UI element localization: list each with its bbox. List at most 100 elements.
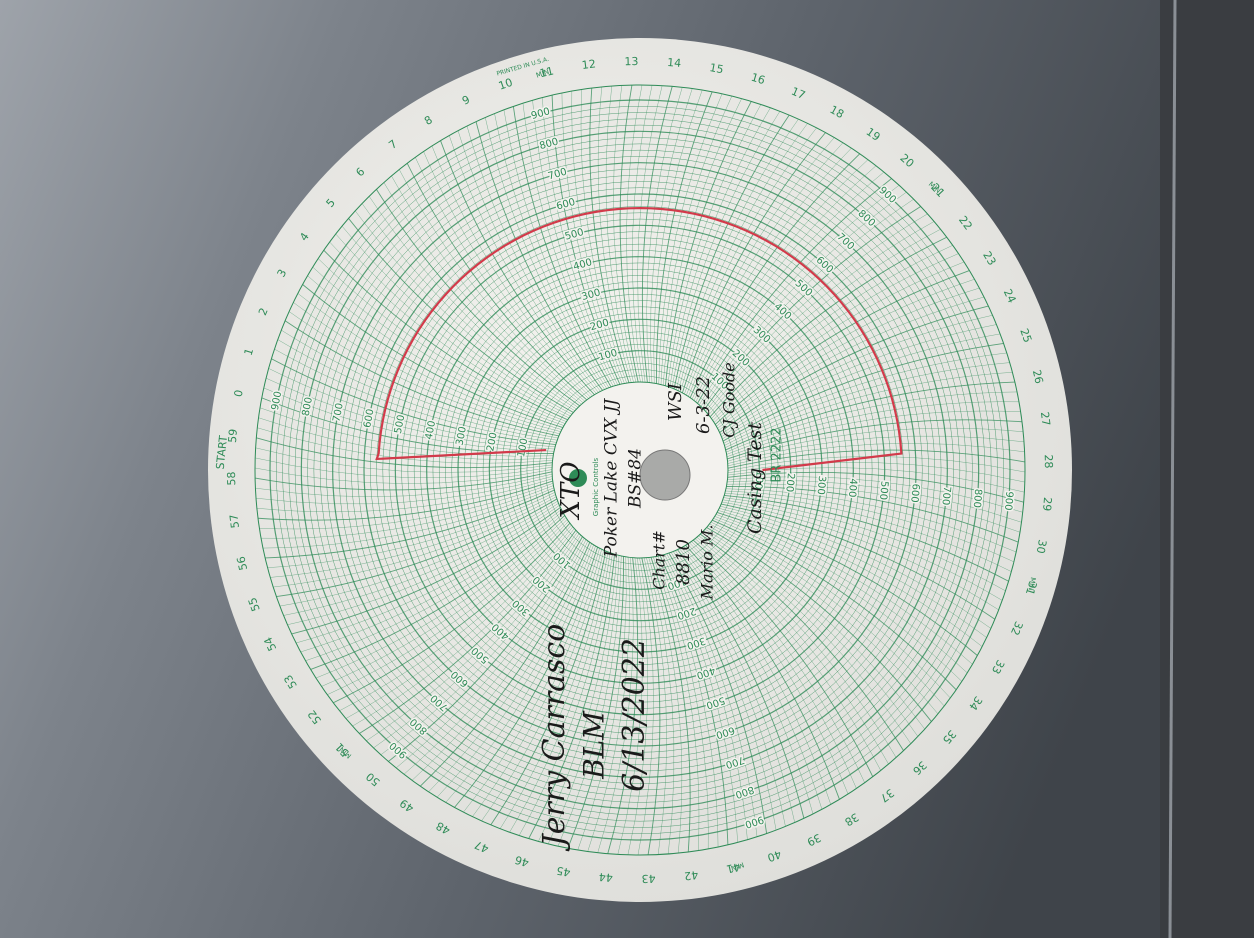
- grid-arc: [302, 284, 564, 429]
- minute-label: 45: [555, 864, 571, 879]
- grid-arc: [419, 542, 591, 787]
- grid-arc: [712, 253, 959, 421]
- grid-arc: [463, 548, 600, 813]
- grid-arc: [707, 221, 935, 414]
- grid-circle: [545, 375, 735, 565]
- grid-arc: [284, 320, 559, 437]
- grid-arc: [671, 111, 781, 389]
- grid-arc: [725, 490, 1014, 563]
- grid-arc: [646, 557, 675, 854]
- brand: Graphic Controls: [592, 457, 600, 516]
- grid-arc: [721, 503, 996, 620]
- grid-arc: [705, 213, 928, 412]
- grid-arc: [518, 553, 613, 836]
- grid-arc: [266, 377, 555, 450]
- grid-arc: [696, 537, 889, 765]
- minute-label: 27: [1038, 411, 1053, 427]
- grid-arc: [722, 342, 1004, 442]
- minute-label: 55: [246, 596, 263, 613]
- grid-arc: [557, 555, 622, 847]
- hw-chart-label: Chart#: [650, 530, 669, 590]
- grid-arc: [431, 145, 593, 397]
- grid-arc: [660, 96, 733, 385]
- grid-outer: [254, 84, 1026, 856]
- minute-label: 53: [281, 672, 299, 691]
- min-label: MIN: [730, 860, 745, 872]
- grid-arc: [551, 95, 621, 385]
- scale-label: 400: [846, 478, 859, 498]
- scale-label: 500: [393, 414, 407, 435]
- grid-arc: [403, 539, 587, 775]
- grid-arc: [283, 503, 559, 616]
- hw-company: XTO: [556, 461, 586, 520]
- grid-arc: [617, 557, 643, 855]
- grid-arc: [721, 324, 997, 437]
- grid-arc: [684, 137, 835, 395]
- grid-arc: [291, 507, 561, 635]
- grid-arc: [694, 538, 881, 771]
- hw-chart-no: 8810: [673, 539, 694, 585]
- grid-arc: [436, 544, 594, 798]
- grid-arc: [643, 557, 667, 855]
- grid-arc: [681, 132, 826, 394]
- minute-label: 57: [227, 513, 242, 529]
- grid-arc: [725, 381, 1015, 451]
- minute-label: 2: [256, 306, 271, 317]
- grid-arc: [726, 483, 1021, 533]
- grid-circle: [539, 369, 741, 571]
- grid-arc: [646, 87, 683, 383]
- grid-arc: [637, 85, 663, 383]
- grid-arc: [704, 529, 925, 730]
- minute-label: 31: [1023, 579, 1039, 596]
- pen-trace: [375, 206, 903, 472]
- chart-grid: [254, 84, 1026, 856]
- grid-arc: [703, 530, 919, 737]
- grid-arc: [321, 519, 568, 687]
- grid-arc: [653, 556, 700, 851]
- grid-arc: [658, 93, 723, 385]
- grid-circle: [413, 243, 867, 697]
- grid-arc: [677, 549, 805, 819]
- hw-date: 6-3-22: [693, 376, 714, 434]
- minute-label: 23: [980, 249, 998, 268]
- scale-label: 600: [908, 483, 921, 503]
- scale-label: 900: [270, 390, 284, 411]
- grid-arc: [475, 121, 603, 391]
- grid-arc: [522, 103, 614, 387]
- grid-arc: [725, 372, 1013, 448]
- grid-circle: [526, 356, 754, 584]
- minute-label: 9: [460, 93, 472, 108]
- grid-arc: [361, 203, 577, 410]
- grid-arc: [664, 101, 752, 386]
- grid-arc: [415, 157, 589, 399]
- grid-circle: [276, 106, 1004, 834]
- minute-label: 29: [1040, 497, 1054, 512]
- grid-arc: [571, 91, 625, 384]
- grid-arc: [307, 275, 565, 426]
- minute-label: 12: [581, 57, 597, 72]
- grid-arc: [681, 547, 823, 810]
- grid-arc: [396, 538, 585, 769]
- grid-arc: [499, 551, 609, 829]
- grid-arc: [700, 191, 907, 407]
- grid-arc: [542, 97, 618, 385]
- grid-arc: [333, 522, 571, 704]
- minute-label: 18: [828, 103, 847, 121]
- grid-arc: [481, 550, 604, 822]
- grid-arc: [697, 178, 892, 404]
- start-label: START: [214, 435, 231, 470]
- minute-label: 11: [538, 64, 555, 80]
- minute-label: 10: [497, 76, 514, 93]
- grid-arc: [273, 496, 557, 588]
- grid-arc: [670, 552, 777, 831]
- grid-arc: [716, 511, 978, 656]
- grid-circle: [488, 318, 792, 622]
- grid-arc: [261, 485, 554, 539]
- grid-circle: [288, 118, 992, 822]
- grid-arc: [335, 233, 571, 417]
- grid-arc: [686, 142, 844, 396]
- grid-arc: [724, 362, 1010, 446]
- grid-arc: [669, 107, 771, 388]
- grid-circle: [376, 206, 904, 734]
- grid-arc: [277, 339, 558, 441]
